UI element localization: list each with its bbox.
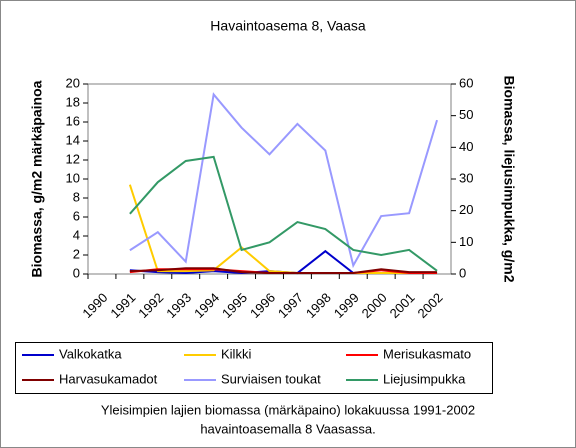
y-tick-label: 4 [73, 227, 80, 242]
legend-label: Valkokatka [59, 346, 122, 361]
y-tick-label: 14 [66, 132, 80, 147]
y-tick-label: 20 [66, 75, 80, 90]
y-tick-label: 18 [66, 94, 80, 109]
legend-label: Liejusimpukka [383, 371, 466, 386]
chart-title: Havaintoasema 8, Vaasa [210, 18, 366, 34]
y2-tick-label: 40 [459, 139, 473, 154]
series-line [129, 92, 438, 269]
series-line [129, 267, 438, 275]
y-tick-label: 12 [66, 151, 80, 166]
legend-label: Harvasukamadot [59, 371, 158, 386]
y2-tick-label: 30 [459, 170, 473, 185]
y2-axis-title: Biomassa, liejusimpukka, g/m2 [501, 76, 517, 283]
legend-label: Merisukasmato [383, 346, 471, 361]
y-tick-label: 16 [66, 113, 80, 128]
caption-line: Yleisimpien lajien biomassa (märkäpaino)… [101, 402, 475, 417]
y2-tick-label: 60 [459, 75, 473, 90]
legend-box [15, 342, 493, 394]
y2-tick-label: 50 [459, 107, 473, 122]
legend-label: Surviaisen toukat [221, 371, 321, 386]
y-axis-title: Biomassa, g/m2 märkäpainoa [29, 80, 45, 277]
y-tick-label: 6 [73, 208, 80, 223]
y-tick-label: 10 [66, 170, 80, 185]
caption-line: havaintoasemalla 8 Vaasassa. [200, 421, 375, 436]
y2-tick-label: 10 [459, 234, 473, 249]
y-tick-label: 2 [73, 246, 80, 261]
series-line [129, 155, 438, 272]
y-tick-label: 0 [73, 265, 80, 280]
y2-tick-label: 0 [459, 265, 466, 280]
y-tick-label: 8 [73, 189, 80, 204]
legend-label: Kilkki [221, 346, 251, 361]
y2-tick-label: 20 [459, 202, 473, 217]
